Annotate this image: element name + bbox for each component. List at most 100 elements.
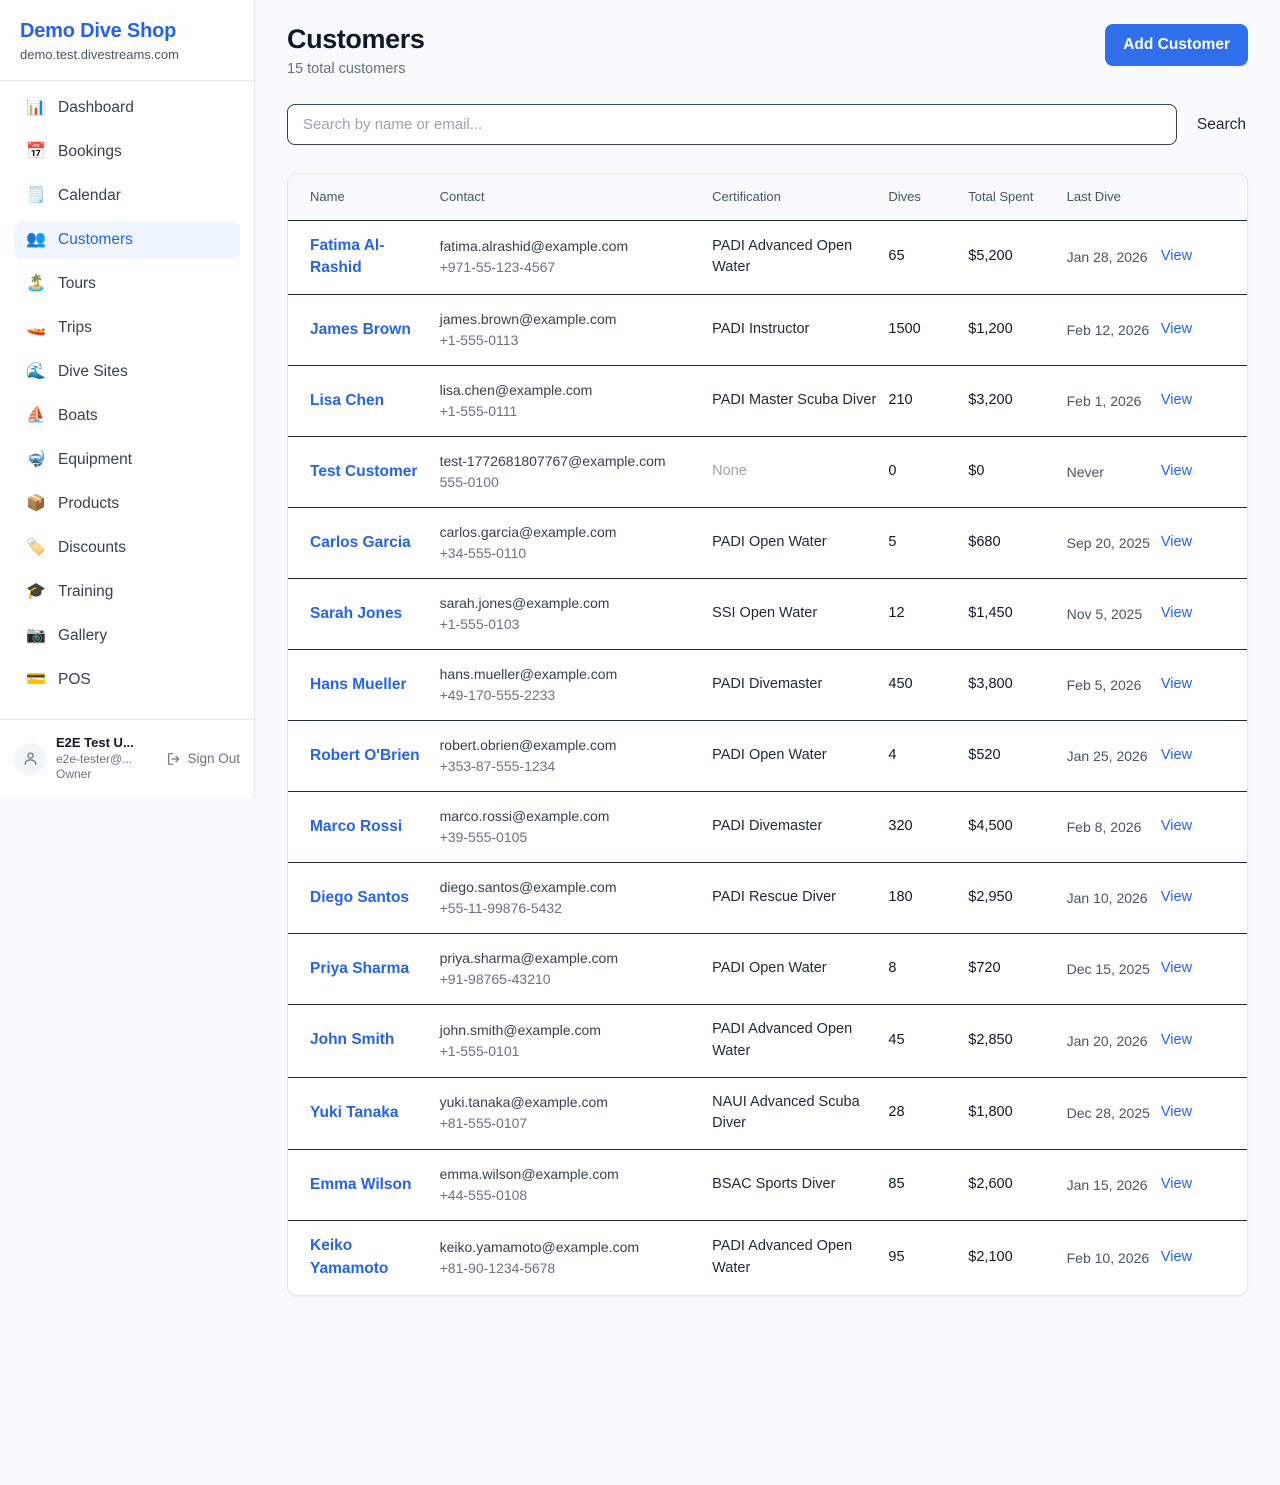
- cell-actions: View: [1160, 1077, 1247, 1151]
- view-link[interactable]: View: [1160, 818, 1193, 835]
- customer-email: test-1772681807767@example.com: [439, 453, 666, 470]
- cell-last-dive: Jan 28, 2026: [1066, 220, 1161, 296]
- cell-total-spent: $4,500: [968, 791, 1067, 864]
- sidebar-item-discounts[interactable]: 🏷️ Discounts: [14, 529, 240, 567]
- table-body: Fatima Al-Rashid fatima.alrashid@example.…: [288, 220, 1247, 1295]
- cell-certification: NAUI Advanced Scuba Diver: [712, 1077, 889, 1151]
- calendar-icon: 📅: [26, 142, 46, 160]
- diving-mask-icon: 🤿: [26, 450, 46, 468]
- cell-last-dive: Sep 20, 2025: [1066, 507, 1161, 580]
- cell-dives: 45: [888, 1004, 969, 1078]
- view-link[interactable]: View: [1160, 747, 1193, 764]
- sidebar-item-dive-sites[interactable]: 🌊 Dive Sites: [14, 353, 240, 391]
- sidebar-item-trips[interactable]: 🚤 Trips: [14, 309, 240, 347]
- sidebar-item-label: Bookings: [58, 142, 122, 160]
- customer-name-link[interactable]: John Smith: [310, 1031, 395, 1049]
- sidebar-item-gallery[interactable]: 📷 Gallery: [14, 617, 240, 655]
- table-row: Marco Rossi marco.rossi@example.com +39-55…: [288, 791, 1247, 864]
- certification-value: PADI Divemaster: [712, 818, 823, 835]
- view-link[interactable]: View: [1160, 321, 1193, 338]
- sidebar-item-pos[interactable]: 💳 POS: [14, 661, 240, 699]
- cell-total-spent: $2,950: [968, 862, 1067, 935]
- table-row: Sarah Jones sarah.jones@example.com +1-555…: [288, 578, 1247, 651]
- customer-name-link[interactable]: James Brown: [310, 320, 411, 338]
- sidebar-item-training[interactable]: 🎓 Training: [14, 573, 240, 611]
- table-row: Hans Mueller hans.mueller@example.com +49-…: [288, 649, 1247, 722]
- sidebar-item-bookings[interactable]: 📅 Bookings: [14, 133, 240, 171]
- certification-value: NAUI Advanced Scuba Diver: [712, 1093, 860, 1132]
- customer-name-link[interactable]: Fatima Al-Rashid: [310, 236, 385, 277]
- customer-name-link[interactable]: Marco Rossi: [310, 817, 403, 835]
- user-role: Owner: [56, 766, 92, 781]
- island-icon: 🏝️: [26, 274, 46, 292]
- sidebar-item-boats[interactable]: ⛵ Boats: [14, 397, 240, 435]
- sidebar-item-products[interactable]: 📦 Products: [14, 485, 240, 523]
- view-link[interactable]: View: [1160, 676, 1193, 693]
- cell-last-dive: Never: [1066, 436, 1161, 509]
- sidebar-item-label: Discounts: [58, 538, 127, 556]
- certification-value: PADI Advanced Open Water: [712, 1238, 853, 1276]
- sidebar-item-dashboard[interactable]: 📊 Dashboard: [14, 89, 240, 127]
- customer-name-link[interactable]: Lisa Chen: [310, 391, 385, 409]
- column-header-name: Name: [288, 174, 440, 221]
- cell-last-dive: Feb 8, 2026: [1066, 791, 1161, 864]
- sidebar-item-label: Boats: [58, 406, 98, 424]
- sidebar-item-label: Gallery: [58, 626, 108, 644]
- sign-out-button[interactable]: Sign Out: [166, 751, 240, 767]
- customer-email: emma.wilson@example.com: [439, 1166, 619, 1183]
- search-button[interactable]: Search: [1195, 112, 1248, 138]
- view-link[interactable]: View: [1160, 534, 1193, 551]
- sidebar-item-customers[interactable]: 👥 Customers: [14, 220, 240, 259]
- cell-name: James Brown: [288, 294, 440, 367]
- sidebar-item-calendar[interactable]: 🗒️ Calendar: [14, 177, 240, 215]
- customer-name-link[interactable]: Keiko Yamamoto: [310, 1237, 389, 1277]
- view-link[interactable]: View: [1160, 889, 1193, 906]
- customer-name-link[interactable]: Hans Mueller: [310, 675, 407, 693]
- cell-dives: 0: [888, 436, 969, 509]
- view-link[interactable]: View: [1160, 1104, 1193, 1121]
- customer-name-link[interactable]: Robert O'Brien: [310, 746, 420, 764]
- view-link[interactable]: View: [1160, 960, 1193, 977]
- view-link[interactable]: View: [1160, 1248, 1193, 1265]
- customer-email: john.smith@example.com: [439, 1021, 601, 1038]
- view-link[interactable]: View: [1160, 392, 1193, 409]
- customer-name-link[interactable]: Carlos Garcia: [310, 533, 411, 551]
- customer-name-link[interactable]: Sarah Jones: [310, 604, 403, 622]
- cell-dives: 450: [888, 649, 969, 722]
- customer-phone: +1-555-0113: [439, 332, 519, 349]
- cell-dives: 4: [888, 720, 969, 793]
- avatar: [14, 742, 46, 775]
- view-link[interactable]: View: [1160, 248, 1193, 265]
- cell-certification: PADI Open Water: [712, 933, 889, 1006]
- customers-table: Name Contact Certification Dives Total Spent…: [288, 174, 1247, 1295]
- sidebar-item-label: Equipment: [58, 450, 133, 468]
- customer-phone: +1-555-0103: [439, 616, 520, 633]
- sidebar-item-equipment[interactable]: 🤿 Equipment: [14, 441, 240, 479]
- view-link[interactable]: View: [1160, 463, 1193, 480]
- customer-phone: +49-170-555-2233: [439, 687, 556, 704]
- customer-name-link[interactable]: Test Customer: [310, 462, 418, 480]
- graduation-cap-icon: 🎓: [26, 582, 46, 600]
- add-customer-button[interactable]: Add Customer: [1105, 24, 1248, 66]
- view-link[interactable]: View: [1160, 1031, 1193, 1048]
- customer-name-link[interactable]: Emma Wilson: [310, 1175, 412, 1193]
- table-row: Keiko Yamamoto keiko.yamamoto@example.com…: [288, 1221, 1247, 1295]
- cell-actions: View: [1160, 507, 1247, 580]
- cell-name: Yuki Tanaka: [288, 1077, 440, 1151]
- sidebar-item-tours[interactable]: 🏝️ Tours: [14, 265, 240, 303]
- certification-value: PADI Master Scuba Diver: [712, 392, 877, 409]
- cell-name: Hans Mueller: [288, 649, 440, 722]
- certification-value: SSI Open Water: [712, 605, 818, 622]
- customer-name-link[interactable]: Yuki Tanaka: [310, 1103, 399, 1121]
- cell-name: Keiko Yamamoto: [288, 1221, 440, 1295]
- customer-email: yuki.tanaka@example.com: [439, 1094, 608, 1111]
- customer-name-link[interactable]: Diego Santos: [310, 888, 410, 906]
- cell-last-dive: Feb 12, 2026: [1066, 294, 1161, 367]
- customer-name-link[interactable]: Priya Sharma: [310, 959, 410, 977]
- cell-total-spent: $0: [968, 436, 1067, 509]
- view-link[interactable]: View: [1160, 1176, 1193, 1193]
- view-link[interactable]: View: [1160, 605, 1193, 622]
- cell-contact: john.smith@example.com +1-555-0101: [439, 1004, 713, 1078]
- search-input[interactable]: [287, 104, 1177, 145]
